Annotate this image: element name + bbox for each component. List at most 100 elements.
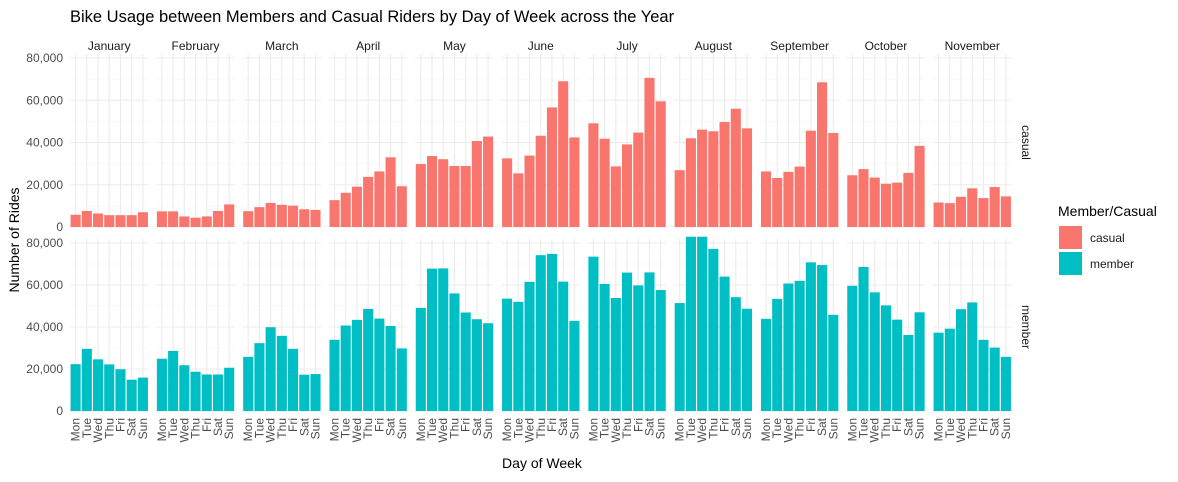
bar-casual-september-mon [760,171,772,227]
bar-member-march-wed [265,327,276,411]
month-strip-label: July [616,39,637,53]
bar-casual-march-mon [243,211,254,227]
bar-member-january-sat [126,379,137,411]
x-tick-label: Tue [252,418,266,439]
chart-title: Bike Usage between Members and Casual Ri… [70,8,675,26]
bar-casual-april-sat [385,157,396,227]
bar-member-october-wed [869,292,880,411]
x-tick-label: Sat [211,417,225,436]
bar-casual-july-sun [655,101,666,227]
x-tick-label: Sat [988,417,1002,436]
month-strip-label: April [356,39,380,53]
bar-member-january-mon [70,364,81,411]
bar-casual-july-mon [588,123,599,227]
x-tick-label: Fri [372,418,386,432]
x-tick-label: Tue [80,418,94,439]
x-tick-label: Wed [350,418,364,442]
bar-member-july-tue [599,283,610,411]
x-tick-label: Thu [189,418,203,439]
bar-member-february-tue [168,350,179,411]
bar-member-june-tue [513,301,524,411]
bar-casual-february-sat [212,210,224,227]
bar-casual-february-fri [201,216,212,227]
y-tick-label: 40,000 [26,136,63,150]
bar-member-april-tue [340,325,351,411]
panel-member-august [674,236,753,412]
panel-casual-september [760,54,839,228]
x-tick-label: Fri [976,418,990,432]
x-tick-label: Mon [155,418,169,441]
bar-casual-october-wed [869,177,880,227]
bar-casual-april-mon [329,200,340,227]
bar-casual-july-sat [644,77,655,227]
bar-casual-january-sat [126,215,137,227]
bar-member-september-fri [805,262,816,411]
bar-casual-june-sun [569,137,580,227]
bar-member-may-sat [471,319,482,411]
bar-member-october-mon [847,285,858,411]
bar-member-may-wed [438,268,449,411]
y-tick-label: 0 [56,220,63,234]
bar-casual-august-mon [674,170,685,227]
legend-swatch-casual [1059,226,1082,249]
bar-casual-january-tue [81,210,92,227]
bar-casual-february-tue [168,211,179,227]
x-tick-label: Fri [286,418,300,432]
x-tick-label: Sat [815,417,829,436]
x-tick-label: Tue [684,418,698,439]
bar-casual-september-wed [783,171,794,227]
bar-member-november-tue [944,328,955,411]
bar-member-november-mon [933,332,944,411]
bar-member-october-sat [903,334,914,411]
bar-member-august-sun [741,308,753,411]
bar-member-september-tue [772,298,783,411]
bar-casual-september-tue [772,177,783,227]
bar-casual-october-fri [892,182,903,227]
bar-casual-march-thu [276,204,287,227]
panel-casual-march [242,54,322,228]
bar-casual-may-fri [460,165,471,227]
bar-casual-march-sat [299,209,310,227]
bar-member-october-fri [892,319,903,411]
x-tick-label: Mon [845,418,859,441]
facet-panels: 0 20,000 40,000 60,000 80,000 casual 0 20,000 40… [26,39,1033,442]
bar-member-september-thu [794,280,805,411]
bar-member-august-thu [708,248,719,411]
panel-member-july [587,239,667,412]
bar-casual-march-wed [265,202,276,227]
bar-member-april-wed [351,319,362,411]
bar-member-june-wed [524,281,535,411]
bar-casual-june-sat [558,81,569,228]
bar-casual-november-mon [933,202,944,227]
bar-casual-june-tue [513,173,524,227]
panel-member-september [760,239,839,412]
bar-casual-may-tue [426,156,438,227]
bar-casual-january-fri [115,215,126,227]
x-tick-label: Mon [932,418,946,441]
x-tick-label: Wed [177,418,191,442]
month-strip-label: January [88,39,131,53]
legend-swatch-member [1059,252,1082,275]
bar-member-november-sun [1000,356,1011,411]
legend-title: Member/Casual [1058,203,1157,219]
x-tick-label: Mon [500,418,514,441]
bar-casual-october-thu [880,183,891,227]
bar-casual-october-sat [903,172,914,227]
bar-casual-august-sun [741,128,753,227]
bar-member-may-thu [449,293,460,411]
y-tick-label: 0 [56,404,63,418]
row-strip-label-member: member [1019,305,1033,349]
bar-casual-april-wed [351,186,362,227]
x-tick-label: Sun [481,418,495,439]
x-tick-label: Sun [308,418,322,439]
x-tick-label: Sun [999,418,1013,439]
bar-casual-october-mon [847,175,858,227]
panel-casual-november [933,54,1012,228]
x-tick-label: Thu [275,418,289,439]
bar-member-june-fri [546,253,558,411]
x-tick-label: Wed [91,418,105,442]
bar-casual-october-tue [858,169,869,227]
x-tick-label: Sun [395,418,409,439]
panel-member-june [501,239,580,412]
